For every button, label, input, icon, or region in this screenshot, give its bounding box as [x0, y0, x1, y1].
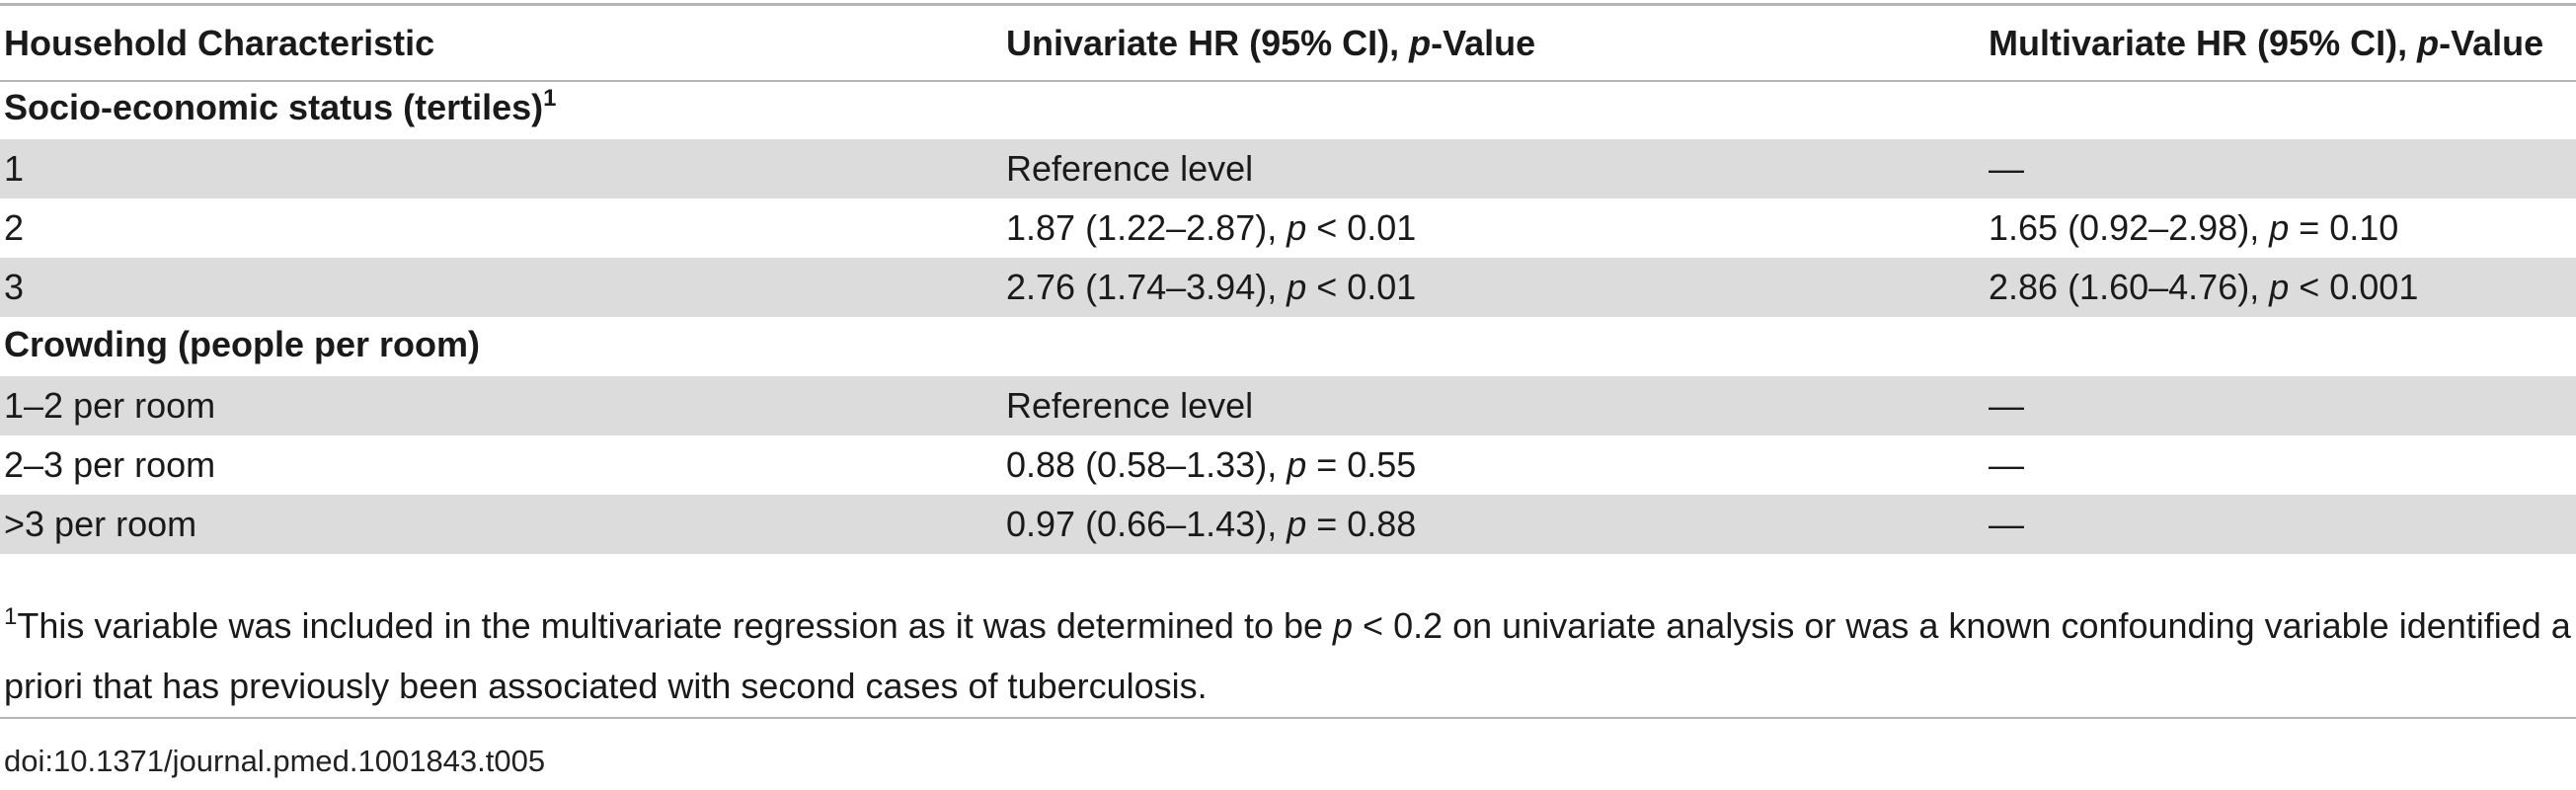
row-label: 1	[0, 139, 1002, 198]
section-header-socioeconomic: Socio-economic status (tertiles)1	[0, 80, 2576, 139]
section-title: Socio-economic status (tertiles)1	[4, 84, 557, 127]
table-row: 1–2 per room Reference level —	[0, 376, 2576, 435]
univariate-cell: 2.76 (1.74–3.94), p < 0.01	[1002, 258, 1985, 317]
footnote-marker: 1	[4, 603, 18, 630]
multivariate-cell: —	[1989, 444, 2024, 485]
header-univariate: Univariate HR (95% CI), p-Value	[1006, 22, 1536, 63]
univariate-cell: Reference level	[1002, 139, 1985, 198]
multivariate-cell: —	[1985, 139, 2576, 198]
row-label: 3	[0, 258, 1002, 317]
table-row: 2 1.87 (1.22–2.87), p < 0.01 1.65 (0.92–…	[0, 198, 2576, 258]
table-row: >3 per room 0.97 (0.66–1.43), p = 0.88 —	[0, 495, 2576, 554]
multivariate-cell: —	[1985, 376, 2576, 435]
univariate-cell: 0.97 (0.66–1.43), p = 0.88	[1002, 495, 1985, 554]
univariate-cell: 1.87 (1.22–2.87), p < 0.01	[1006, 207, 1417, 248]
multivariate-cell: 1.65 (0.92–2.98), p = 0.10	[1989, 207, 2399, 248]
top-rule	[0, 3, 2576, 6]
table-row: 2–3 per room 0.88 (0.58–1.33), p = 0.55 …	[0, 435, 2576, 495]
section-title: Crowding (people per room)	[4, 323, 480, 364]
table-row: 1 Reference level —	[0, 139, 2576, 198]
footnote: 1This variable was included in the multi…	[4, 603, 2571, 706]
footer-rule	[0, 717, 2576, 719]
header-rule	[0, 80, 2576, 82]
header-multivariate: Multivariate HR (95% CI), p-Value	[1989, 22, 2544, 63]
household-table: Household Characteristic Univariate HR (…	[0, 6, 2576, 554]
doi-text[interactable]: doi:10.1371/journal.pmed.1001843.t005	[4, 744, 546, 778]
row-label: >3 per room	[0, 495, 1002, 554]
univariate-cell: Reference level	[1002, 376, 1985, 435]
univariate-cell: 0.88 (0.58–1.33), p = 0.55	[1006, 444, 1417, 485]
header-household-characteristic: Household Characteristic	[4, 22, 435, 63]
row-label: 2	[4, 207, 25, 248]
row-label: 2–3 per room	[4, 444, 216, 485]
multivariate-cell: 2.86 (1.60–4.76), p < 0.001	[1985, 258, 2576, 317]
row-label: 1–2 per room	[0, 376, 1002, 435]
table-row: 3 2.76 (1.74–3.94), p < 0.01 2.86 (1.60–…	[0, 258, 2576, 317]
multivariate-cell: —	[1985, 495, 2576, 554]
section-header-crowding: Crowding (people per room)	[0, 317, 2576, 376]
header-row: Household Characteristic Univariate HR (…	[0, 6, 2576, 80]
